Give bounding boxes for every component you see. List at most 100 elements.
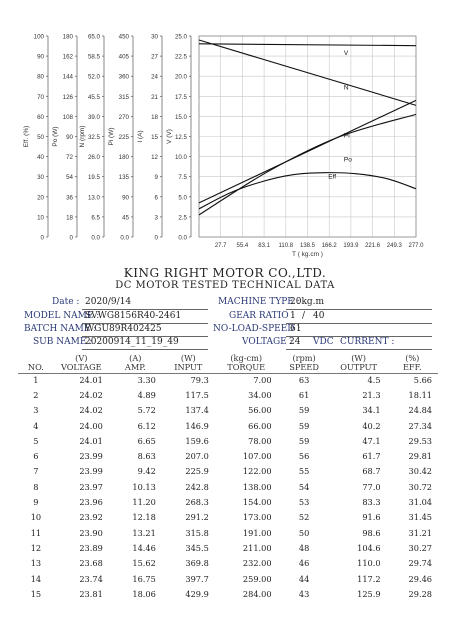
y-tick-label: 315 [119, 94, 130, 101]
y-tick-label: 45.5 [88, 94, 101, 101]
table-row: 10 23.92 12.18 291.2 173.00 52 91.6 31.45 [18, 510, 438, 525]
table-cell-voltage: 24.02 [79, 405, 103, 416]
table-cell-input: 207.0 [185, 451, 209, 462]
table-cell-voltage: 23.89 [79, 542, 103, 553]
company-title: KING RIGHT MOTOR CO.,LTD. [123, 266, 327, 280]
y-tick-label: 72 [66, 154, 73, 161]
table-row: 8 23.97 10.13 242.8 138.00 54 77.0 30.72 [18, 479, 438, 494]
table-row: 12 23.89 14.46 345.5 211.00 48 104.6 30.27 [18, 540, 438, 555]
table-row: 5 24.01 6.65 159.6 78.00 59 47.1 29.53 [18, 433, 438, 448]
table-cell-no: 10 [30, 512, 42, 523]
y-tick-label: 108 [63, 114, 74, 121]
table-cell-speed: 59 [298, 405, 310, 416]
y-tick-label: 52.0 [88, 74, 101, 81]
y-tick-label: 65.0 [88, 34, 101, 41]
series-line-n [198, 39, 417, 106]
y-tick-label: 6.5 [91, 214, 100, 221]
x-tick-label: 249.3 [387, 243, 403, 249]
y-tick-label: 100 [34, 34, 45, 41]
y-tick-label: 30 [37, 174, 44, 181]
table-row: 6 23.99 8.63 207.0 107.00 56 61.7 29.81 [18, 448, 438, 463]
units-row: (V) (A) (W) (kg-cm) (rpm) (W) (%) [18, 354, 438, 363]
voltage-value: 24 [289, 337, 301, 347]
table-cell-amp: 15.62 [132, 558, 156, 569]
table-cell-output: 47.1 [362, 435, 381, 446]
table-cell-torque: 122.00 [242, 466, 272, 477]
table-row: 1 24.01 3.30 79.3 7.00 63 4.5 5.66 [18, 372, 438, 387]
report-subtitle: DC MOTOR TESTED TECHNICAL DATA [115, 280, 335, 291]
table-cell-output: 77.0 [362, 481, 381, 492]
series-label-po: Po [344, 157, 352, 164]
table-cell-amp: 18.06 [132, 588, 156, 599]
column-header-row: NO. VOLTAGE AMP. INPUT TORQUE SPEED OUTP… [18, 363, 438, 372]
gear-separator: / [302, 311, 306, 321]
unit-eff: (%) [405, 353, 420, 363]
date-row: Date : [52, 297, 79, 307]
table-cell-amp: 6.65 [137, 435, 156, 446]
table-cell-output: 83.3 [362, 497, 381, 508]
table-cell-input: 117.5 [185, 389, 209, 400]
y-tick-label: 0 [70, 235, 74, 242]
table-cell-no: 8 [33, 481, 39, 492]
date-value: 2020/9/14 [85, 297, 132, 307]
y-tick-label: 80 [37, 74, 44, 81]
x-tick-label: 193.9 [343, 243, 359, 249]
table-cell-speed: 59 [298, 435, 310, 446]
y-tick-label: 70 [37, 94, 44, 101]
table-cell-torque: 211.00 [242, 542, 272, 553]
table-cell-torque: 232.00 [242, 558, 272, 569]
table-cell-eff: 31.45 [408, 512, 432, 523]
table-cell-voltage: 24.01 [79, 435, 103, 446]
y-tick-label: 0.0 [91, 235, 100, 242]
table-cell-no: 1 [33, 374, 39, 385]
y-tick-label: 180 [63, 34, 74, 41]
gear-value-b: 40 [313, 311, 325, 321]
table-cell-torque: 138.00 [242, 481, 272, 492]
table-cell-output: 125.9 [357, 588, 381, 599]
table-row: 2 24.02 4.89 117.5 34.00 61 21.3 18.11 [18, 387, 438, 402]
table-cell-torque: 284.00 [242, 588, 272, 599]
table-cell-amp: 4.89 [137, 389, 156, 400]
table-cell-output: 117.2 [357, 573, 381, 584]
col-amp: AMP. [124, 362, 146, 372]
table-row: 9 23.96 11.20 268.3 154.00 53 83.3 31.04 [18, 494, 438, 509]
unit-voltage: (V) [75, 353, 88, 363]
table-cell-eff: 27.34 [408, 420, 432, 431]
test-data-table: (V) (A) (W) (kg-cm) (rpm) (W) (%) NO. VO… [18, 354, 438, 601]
table-cell-torque: 154.00 [242, 497, 272, 508]
table-row: 4 24.00 6.12 146.9 66.00 59 40.2 27.34 [18, 418, 438, 433]
table-cell-amp: 10.13 [132, 481, 156, 492]
table-cell-no: 7 [33, 466, 39, 477]
y-tick-label: 3 [155, 214, 159, 221]
noload-label: NO-LOAD-SPEED : [213, 324, 301, 334]
y-tick-label: 2.5 [178, 214, 187, 221]
table-cell-no: 14 [30, 573, 42, 584]
table-cell-no: 9 [33, 497, 39, 508]
table-cell-eff: 29.53 [408, 435, 432, 446]
series-line-pi [198, 99, 417, 204]
table-cell-no: 6 [33, 451, 39, 462]
table-cell-eff: 29.81 [408, 451, 432, 462]
date-label: Date : [52, 297, 80, 307]
table-cell-input: 137.4 [185, 405, 209, 416]
series-label-v: V [344, 50, 349, 57]
y-tick-label: 45 [122, 214, 129, 221]
table-cell-voltage: 23.92 [79, 512, 103, 523]
table-row: 3 24.02 5.72 137.4 56.00 59 34.1 24.84 [18, 403, 438, 418]
sub-value: 20200914_11_19_49 [85, 337, 179, 347]
table-cell-amp: 5.72 [137, 405, 156, 416]
y-axis-label: I (A) [137, 130, 144, 142]
x-tick-label: 221.6 [365, 243, 381, 249]
table-cell-amp: 14.46 [132, 542, 156, 553]
table-cell-speed: 52 [298, 512, 310, 523]
unit-torque: (kg-cm) [230, 353, 263, 363]
y-tick-label: 0.0 [120, 235, 129, 242]
table-cell-eff: 30.27 [408, 542, 432, 553]
unit-amp: (A) [129, 353, 142, 363]
y-tick-label: 20 [37, 194, 44, 201]
table-cell-output: 91.6 [362, 512, 381, 523]
y-tick-label: 90 [66, 134, 73, 141]
table-cell-eff: 29.74 [408, 558, 432, 569]
x-tick-label: 166.2 [322, 243, 338, 249]
